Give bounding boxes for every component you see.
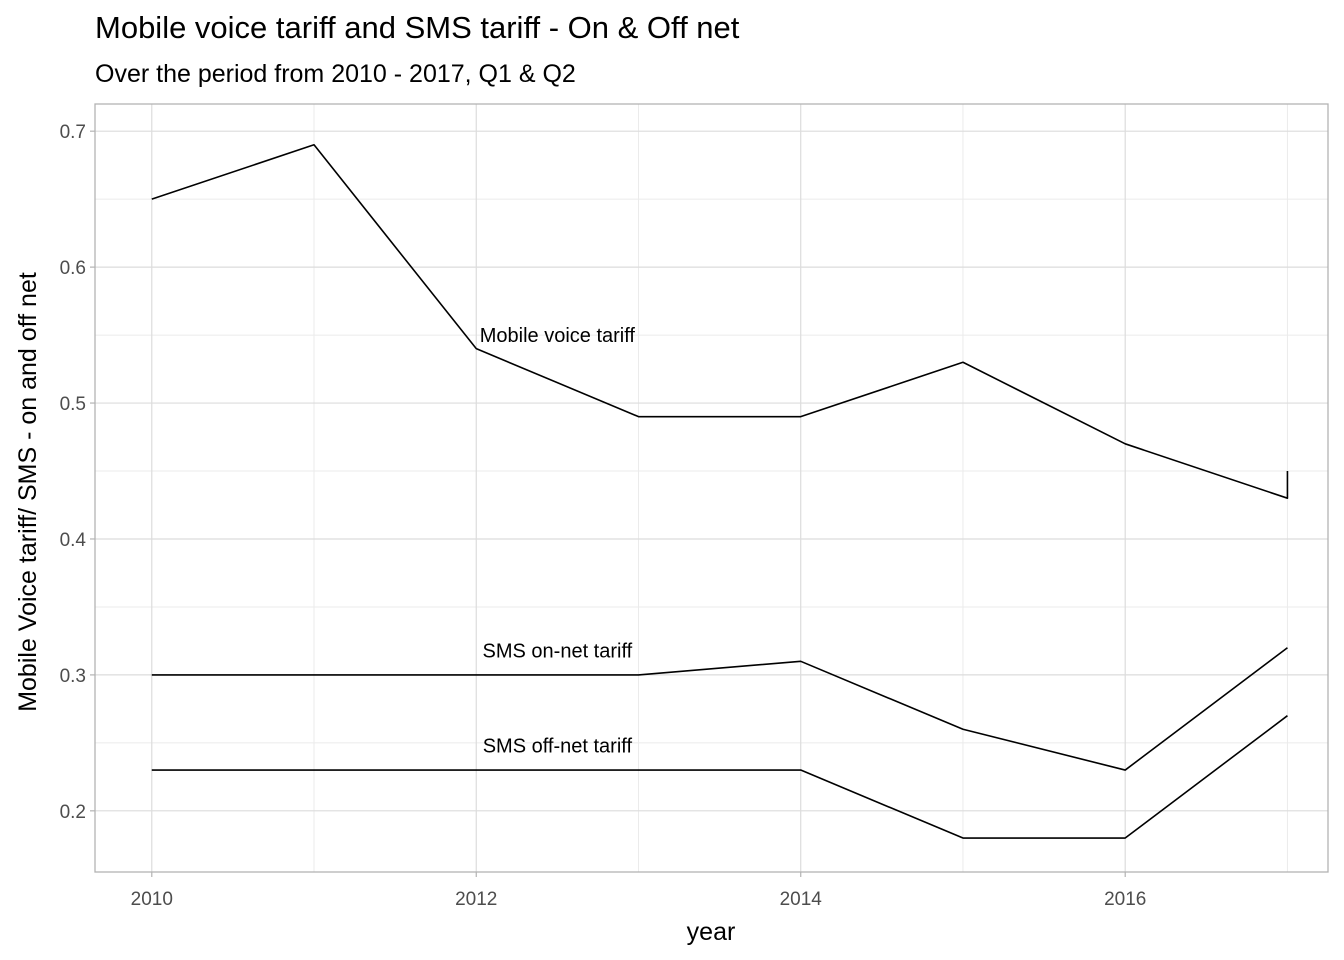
y-tick-label: 0.3 <box>60 666 86 687</box>
x-tick-label: 2012 <box>455 889 497 910</box>
y-tick-label: 0.4 <box>60 530 87 551</box>
series-line-1 <box>151 647 1288 771</box>
x-axis-title: year <box>687 918 736 946</box>
y-tick-label: 0.7 <box>60 122 86 143</box>
x-tick-label: 2014 <box>780 889 823 910</box>
series-line-2 <box>151 715 1288 839</box>
y-tick-label: 0.6 <box>60 258 86 279</box>
y-axis-ticks: 0.2 0.3 0.4 0.5 0.6 0.7 <box>60 122 95 823</box>
y-tick-label: 0.5 <box>60 394 86 415</box>
y-axis-title: Mobile Voice tariff/ SMS - on and off ne… <box>14 272 42 712</box>
minor-gridlines <box>95 104 1328 872</box>
series-label-2: SMS off-net tariff <box>483 736 633 758</box>
panel-border <box>94 103 1329 873</box>
x-axis-ticks: 2010 2012 2014 2016 <box>131 872 1146 910</box>
series-label-0: Mobile voice tariff <box>480 325 636 347</box>
series-label-1: SMS on-net tariff <box>483 640 633 662</box>
x-tick-label: 2010 <box>131 889 173 910</box>
series-line-0 <box>151 143 1289 499</box>
series-lines <box>151 143 1289 839</box>
series-labels: Mobile voice tariff SMS on-net tariff SMS … <box>480 325 636 758</box>
chart-subtitle: Over the period from 2010 - 2017, Q1 & Q… <box>95 60 576 88</box>
chart-title: Mobile voice tariff and SMS tariff - On … <box>95 10 740 45</box>
y-tick-label: 0.2 <box>60 802 86 823</box>
x-tick-label: 2016 <box>1104 889 1146 910</box>
